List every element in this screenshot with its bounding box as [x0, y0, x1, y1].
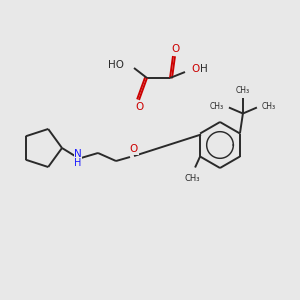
Text: H: H [200, 64, 208, 74]
Text: H: H [74, 158, 82, 168]
Text: CH₃: CH₃ [184, 174, 200, 183]
Text: HO: HO [108, 60, 124, 70]
Text: O: O [191, 64, 199, 74]
Text: CH₃: CH₃ [262, 102, 276, 111]
Text: CH₃: CH₃ [210, 102, 224, 111]
Text: O: O [135, 102, 143, 112]
Text: O: O [130, 144, 138, 154]
Text: O: O [171, 44, 179, 54]
Text: CH₃: CH₃ [236, 86, 250, 95]
Text: N: N [74, 149, 82, 159]
